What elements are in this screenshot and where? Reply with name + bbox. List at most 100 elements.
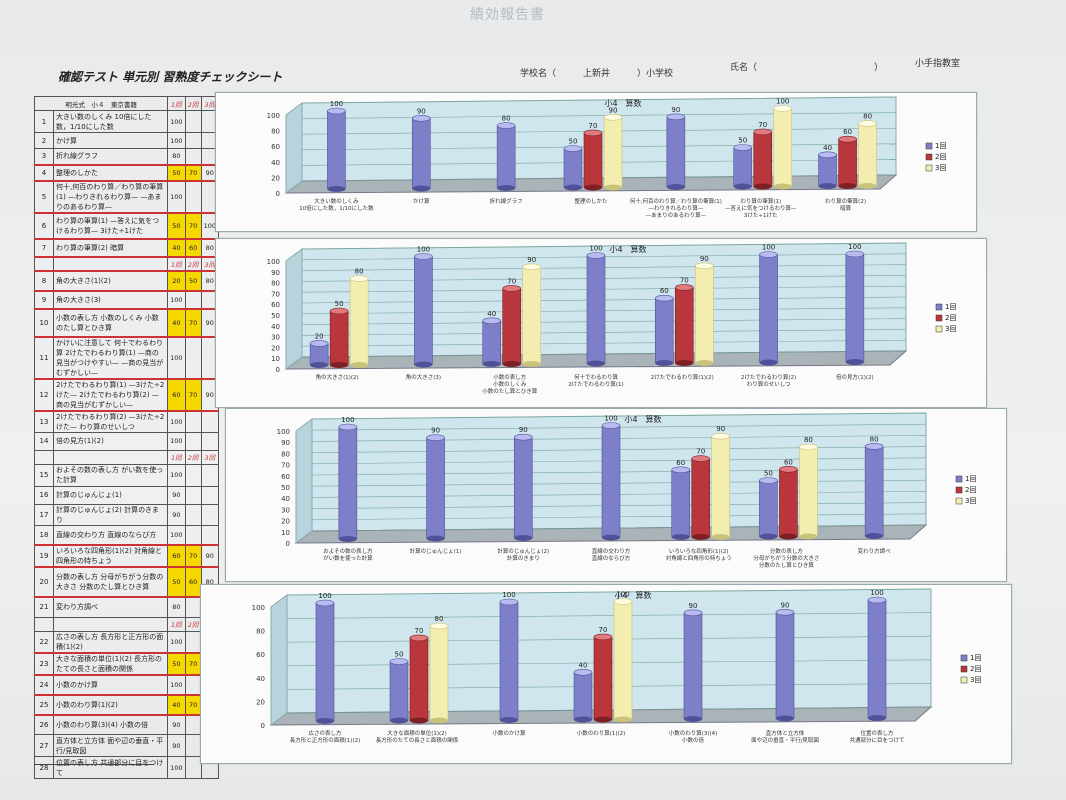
unit-name: 計算のじゅんじょ(2) 計算のきまり: [52, 503, 169, 526]
score-cell: [184, 714, 202, 735]
bar-3: [349, 278, 369, 366]
chart-4: 0 20 40 60 80 100 100 広さの表し方長方形と正方形の面積(1)(2) 50 7…: [200, 584, 1012, 764]
bar-2: [502, 288, 522, 365]
name-label: 氏名（ ）: [730, 63, 884, 73]
bar-top: [389, 658, 409, 665]
x-tick-label: 直線の交わり方直線のならび方: [592, 547, 631, 562]
bar-base: [587, 360, 605, 367]
y-tick-label: 100: [267, 258, 280, 266]
score-cell: 90: [167, 714, 186, 735]
data-label: 50: [335, 300, 344, 308]
x-tick-label: 分数の表し方分母がちがう分数の大きさ分数のたし算とひき算: [753, 547, 819, 569]
y-tick-label: 100: [267, 112, 280, 120]
score-cell: [184, 734, 202, 757]
score-cell: 80: [167, 148, 186, 165]
bar-base: [602, 534, 620, 541]
bar-1: [499, 601, 519, 721]
score-cell: 50: [167, 651, 186, 676]
score-cell: 40: [167, 693, 186, 716]
data-label: 70: [599, 626, 608, 634]
bar-2: [691, 458, 711, 538]
row-number: 8: [34, 269, 54, 292]
table-row: 14 倍の見方(1)(2) 100: [34, 431, 220, 451]
bar-top: [818, 151, 837, 159]
score-cell: 1回: [167, 616, 186, 632]
legend-label: 3回: [970, 676, 981, 684]
y-tick-label: 30: [281, 506, 290, 514]
data-label: 100: [870, 589, 883, 597]
y-tick-label: 20: [271, 344, 280, 352]
legend-label: 2回: [965, 486, 976, 494]
sheet-title: 確認テスト 単元別 習熟度チェックシート: [58, 70, 283, 84]
y-tick-label: 80: [271, 128, 280, 136]
bar-base: [482, 361, 501, 367]
bar-1: [759, 254, 778, 363]
score-cell: 100: [167, 410, 186, 433]
row-number: [34, 616, 54, 632]
y-tick-label: 20: [271, 174, 280, 182]
bar-base: [691, 534, 710, 540]
row-number: 5: [34, 180, 54, 213]
bar-2: [329, 310, 349, 366]
unit-name: 大きい数のしくみ 10倍にした数，1/10にした数: [52, 110, 169, 133]
table-header-row: 明光式 小４ 東京書籍 1回 2回 3回: [33, 96, 220, 111]
data-label: 100: [589, 245, 602, 253]
bar-3: [711, 435, 731, 538]
legend-label: 3回: [935, 164, 946, 172]
y-tick-label: 60: [271, 301, 280, 309]
x-tick-label: 計算のじゅんじょ(2)計算のきまり: [497, 547, 549, 562]
data-label: 70: [507, 277, 516, 285]
bar-base: [522, 361, 541, 367]
legend-label: 3回: [945, 325, 956, 333]
table-row: 26 小数のわり算(3)(4) 小数の倍 90: [34, 714, 220, 735]
score-cell: 70: [184, 307, 202, 338]
row-number: 6: [34, 211, 54, 240]
data-label: 50: [764, 470, 773, 478]
bar-base: [412, 185, 431, 192]
x-tick-label: 何十でわるわり算 2けたでわるわり算(1): [568, 373, 623, 388]
y-tick-label: 60: [281, 473, 290, 481]
bar-base: [779, 533, 798, 540]
row-number: 17: [34, 503, 54, 526]
data-label: 90: [689, 602, 698, 610]
legend-label: 1回: [970, 654, 981, 662]
bar-base: [753, 183, 772, 190]
bar-2: [409, 637, 429, 721]
chart-title: 小4 算数: [609, 244, 646, 254]
score-cell: [184, 463, 202, 487]
row-number: 20: [34, 566, 54, 598]
col-1: 1回: [167, 96, 186, 111]
data-label: 80: [870, 435, 879, 443]
row-number: 10: [34, 307, 54, 338]
score-cell: 100: [167, 431, 186, 451]
unit-name: 変わり方調べ: [52, 596, 169, 618]
chart-title: 小4 算数: [614, 590, 651, 600]
legend-swatch: [955, 475, 963, 483]
row-number: 7: [34, 237, 54, 258]
score-cell: 40: [167, 307, 186, 338]
score-cell: 50: [167, 211, 186, 240]
table-row: 13 2けたでわるわり算(2) —3けた÷2けた— わり算のせいしつ 100: [34, 410, 220, 433]
row-number: 9: [34, 290, 54, 309]
bar-2: [753, 131, 773, 187]
bar-base: [497, 185, 516, 191]
gridline: [301, 112, 897, 119]
data-label: 90: [519, 426, 528, 434]
bar-base: [818, 183, 837, 189]
bar-3: [603, 116, 623, 188]
bar-top: [349, 275, 369, 282]
bar-top: [773, 105, 793, 112]
x-tick-label: およその数の表し方がい数を使った計算: [323, 547, 373, 562]
legend-label: 2回: [935, 153, 946, 161]
score-cell: 100: [167, 463, 186, 487]
bar-base: [316, 718, 334, 724]
row-number: 27: [34, 734, 54, 757]
unit-name: 大きな面積の単位(1)(2) 長方形のたての長さと面積の関係: [52, 651, 169, 676]
score-cell: 60: [184, 566, 202, 598]
y-tick-label: 30: [271, 334, 280, 342]
y-tick-label: 90: [281, 439, 290, 447]
bar-base: [666, 184, 685, 190]
chart-side-wall: [285, 248, 303, 370]
score-cell: 40: [167, 237, 186, 258]
